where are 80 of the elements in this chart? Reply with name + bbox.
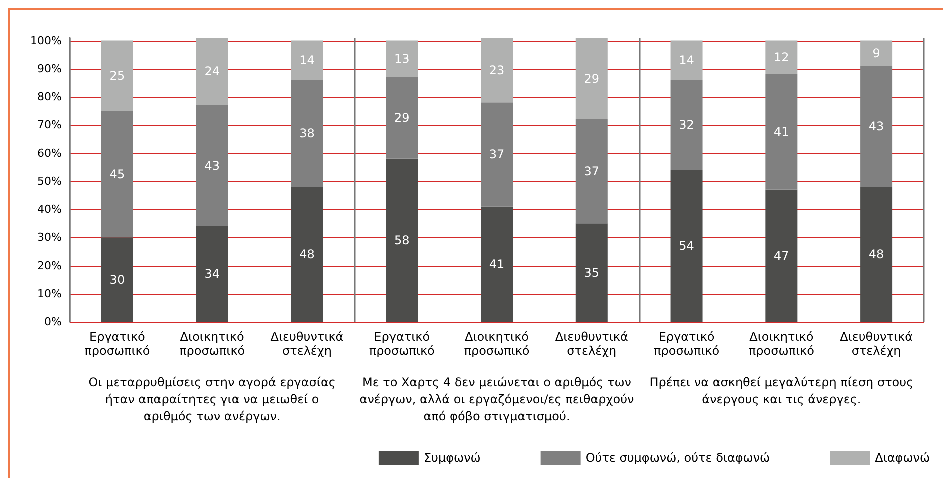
data-label: 43 <box>868 120 884 134</box>
y-tick-label: 50% <box>38 174 62 188</box>
bar <box>291 80 324 188</box>
bar <box>670 40 703 80</box>
legend-label: Διαφωνώ <box>875 451 930 465</box>
bar <box>291 187 324 322</box>
bar <box>196 105 228 226</box>
data-label: 58 <box>394 233 410 248</box>
data-label: 48 <box>868 248 884 262</box>
y-tick-label: 40% <box>38 203 62 216</box>
bar <box>291 40 324 80</box>
data-label: 41 <box>489 257 505 272</box>
bar <box>766 190 798 322</box>
bar <box>481 102 513 207</box>
bar <box>670 170 703 322</box>
bar <box>101 40 134 112</box>
data-label: 9 <box>872 46 880 60</box>
y-tick-label: 90% <box>38 62 62 76</box>
y-tick-label: 80% <box>38 90 62 104</box>
data-label: 43 <box>204 158 220 173</box>
data-label: 24 <box>204 64 220 79</box>
y-tick-label: 60% <box>38 146 62 160</box>
bar <box>386 40 418 78</box>
x-tick-label: Εργατικό προσωπικό <box>369 330 435 358</box>
text: Με το Χαρτς 4 δεν μειώνεται ο αριθμός των ανέργων, αλλά οι εργαζόμενοι/ες πειθαρχούν από φόβο στιγματισμού. <box>360 376 634 424</box>
bar <box>860 40 893 66</box>
bar <box>766 40 798 75</box>
x-tick-label: Διευθυντικά στελέχη <box>555 330 628 358</box>
data-label: 41 <box>774 125 790 140</box>
x-tick-label: Διοικητικό προσωπικό <box>464 330 530 358</box>
data-label: 37 <box>489 148 505 162</box>
legend-label: Συμφωνώ <box>424 451 481 465</box>
data-label: 45 <box>110 167 126 182</box>
data-label: 48 <box>300 248 315 262</box>
data-label: 12 <box>774 50 790 65</box>
bar <box>481 206 513 322</box>
bar <box>196 226 228 322</box>
data-label: 37 <box>584 164 600 179</box>
x-tick-label: Διοικητικό προσωπικό <box>180 330 246 358</box>
x-tick-label: Εργατικό προσωπικό <box>654 330 720 358</box>
bar <box>670 80 703 170</box>
bar <box>576 120 608 224</box>
x-tick-label: Διευθυντικά στελέχη <box>840 330 914 358</box>
data-label: 14 <box>679 53 694 68</box>
data-label: 29 <box>584 72 600 86</box>
y-tick-label: 10% <box>38 287 62 300</box>
y-tick-label: 0% <box>44 316 62 328</box>
data-label: 54 <box>679 239 694 254</box>
y-tick-label: 70% <box>38 118 62 132</box>
x-tick-label: Εργατικό προσωπικό <box>84 330 150 358</box>
data-label: 23 <box>489 63 505 78</box>
x-tick-label: Διοικητικό προσωπικό <box>748 330 814 358</box>
y-tick-label: 30% <box>38 231 62 244</box>
bar <box>101 111 134 238</box>
data-label: 14 <box>300 53 315 68</box>
data-label: 47 <box>774 248 790 263</box>
text: Οι μεταρρυθμίσεις στην αγορά εργασίας ήταν απαραίτητες για να μειωθεί ο αριθμός των ανέργων. <box>88 376 336 424</box>
bar <box>576 38 608 120</box>
data-label: 13 <box>394 52 410 66</box>
data-label: 30 <box>110 272 126 287</box>
bar <box>386 158 418 322</box>
text: Πρέπει να ασκηθεί μεγαλύτερη πίεση στους άνεργους και τις άνεργες. <box>650 376 914 406</box>
bar <box>386 77 418 159</box>
y-tick-label: 100% <box>30 34 62 48</box>
bar <box>481 38 513 103</box>
bar <box>101 238 134 322</box>
data-label: 29 <box>394 111 410 126</box>
bar <box>860 187 893 322</box>
bar <box>766 74 798 190</box>
data-label: 25 <box>110 68 126 83</box>
x-tick-label: Διευθυντικά στελέχη <box>270 330 344 358</box>
legend-label: Ούτε συμφωνώ, ούτε διαφωνώ <box>586 451 770 465</box>
data-label: 35 <box>584 266 600 280</box>
bar <box>860 66 893 188</box>
bar <box>196 38 228 106</box>
data-label: 38 <box>300 126 315 141</box>
data-label: 32 <box>679 118 694 132</box>
y-tick-label: 20% <box>38 259 62 272</box>
data-label: 34 <box>204 267 220 282</box>
bar <box>576 224 608 322</box>
